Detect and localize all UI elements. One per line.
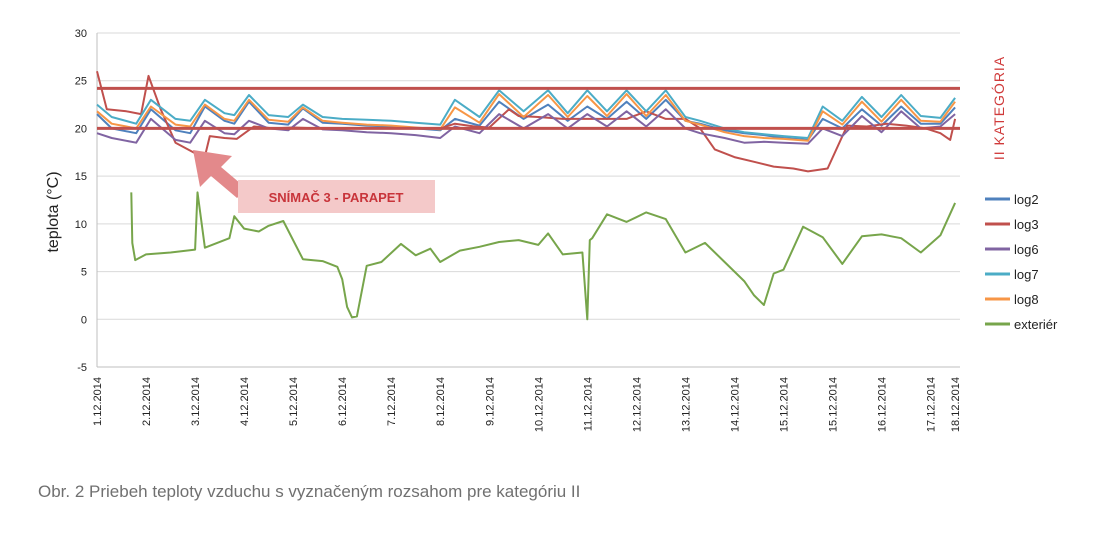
x-tick-label: 2.12.2014 (141, 377, 153, 426)
x-tick-label: 18.12.2014 (950, 377, 962, 432)
y-tick-label: 0 (81, 314, 87, 326)
y-tick-label: 10 (75, 219, 87, 231)
x-tick-label: 15.12.2014 (778, 377, 790, 432)
x-tick-label: 16.12.2014 (877, 377, 889, 432)
annotation-text: SNÍMAČ 3 - PARAPET (269, 190, 404, 205)
y-tick-label: 20 (75, 123, 87, 135)
x-tick-label: 9.12.2014 (484, 377, 496, 426)
category-label: II KATEGÓRIA (991, 56, 1007, 160)
legend-entry: log6 (1014, 242, 1039, 257)
y-axis-label: teplota (°C) (45, 171, 62, 252)
y-tick-label: 15 (75, 171, 87, 183)
y-tick-label: -5 (77, 362, 87, 374)
sensor-annotation: SNÍMAČ 3 - PARAPET (193, 150, 435, 213)
x-tick-label: 1.12.2014 (92, 377, 104, 426)
x-tick-label: 4.12.2014 (239, 377, 251, 426)
x-tick-label: 15.12.2014 (828, 377, 840, 432)
legend-entry: log2 (1014, 192, 1039, 207)
x-tick-label: 6.12.2014 (337, 377, 349, 426)
grid-lines (96, 32, 960, 368)
y-tick-label: 25 (75, 76, 87, 88)
series-line-log7 (96, 89, 956, 139)
x-tick-label: 12.12.2014 (631, 377, 643, 432)
annotation-arrow (193, 150, 247, 198)
series-line-log8 (96, 93, 956, 142)
x-tick-label: 14.12.2014 (729, 377, 741, 432)
x-tick-label: 5.12.2014 (288, 377, 300, 426)
x-tick-label: 10.12.2014 (533, 377, 545, 432)
legend-entry: log7 (1014, 267, 1039, 282)
category-band-lines (97, 86, 960, 130)
series-line-exteriér (130, 191, 957, 321)
figure-caption: Obr. 2 Priebeh teploty vzduchu s vyznače… (38, 482, 581, 501)
x-tick-label: 7.12.2014 (386, 377, 398, 426)
legend: log2 log3 log6 log7 log8 exteriér (985, 192, 1058, 332)
x-tick-label: 17.12.2014 (926, 377, 938, 432)
legend-entry: exteriér (1014, 317, 1058, 332)
series-line-log2 (96, 98, 956, 141)
x-axis-ticks: 1.12.2014 2.12.2014 3.12.2014 4.12.2014 5.12… (92, 377, 962, 432)
legend-entry: log3 (1014, 217, 1039, 232)
annotation-box (238, 180, 435, 213)
y-tick-label: 30 (75, 28, 87, 40)
x-tick-label: 13.12.2014 (680, 377, 692, 432)
x-tick-label: 8.12.2014 (435, 377, 447, 426)
y-axis-ticks: -5 0 5 10 15 20 25 30 (75, 28, 87, 374)
legend-entry: log8 (1014, 292, 1039, 307)
series-lines (96, 70, 957, 321)
x-tick-label: 11.12.2014 (582, 377, 594, 431)
x-tick-label: 3.12.2014 (190, 377, 202, 426)
y-tick-label: 5 (81, 267, 87, 279)
